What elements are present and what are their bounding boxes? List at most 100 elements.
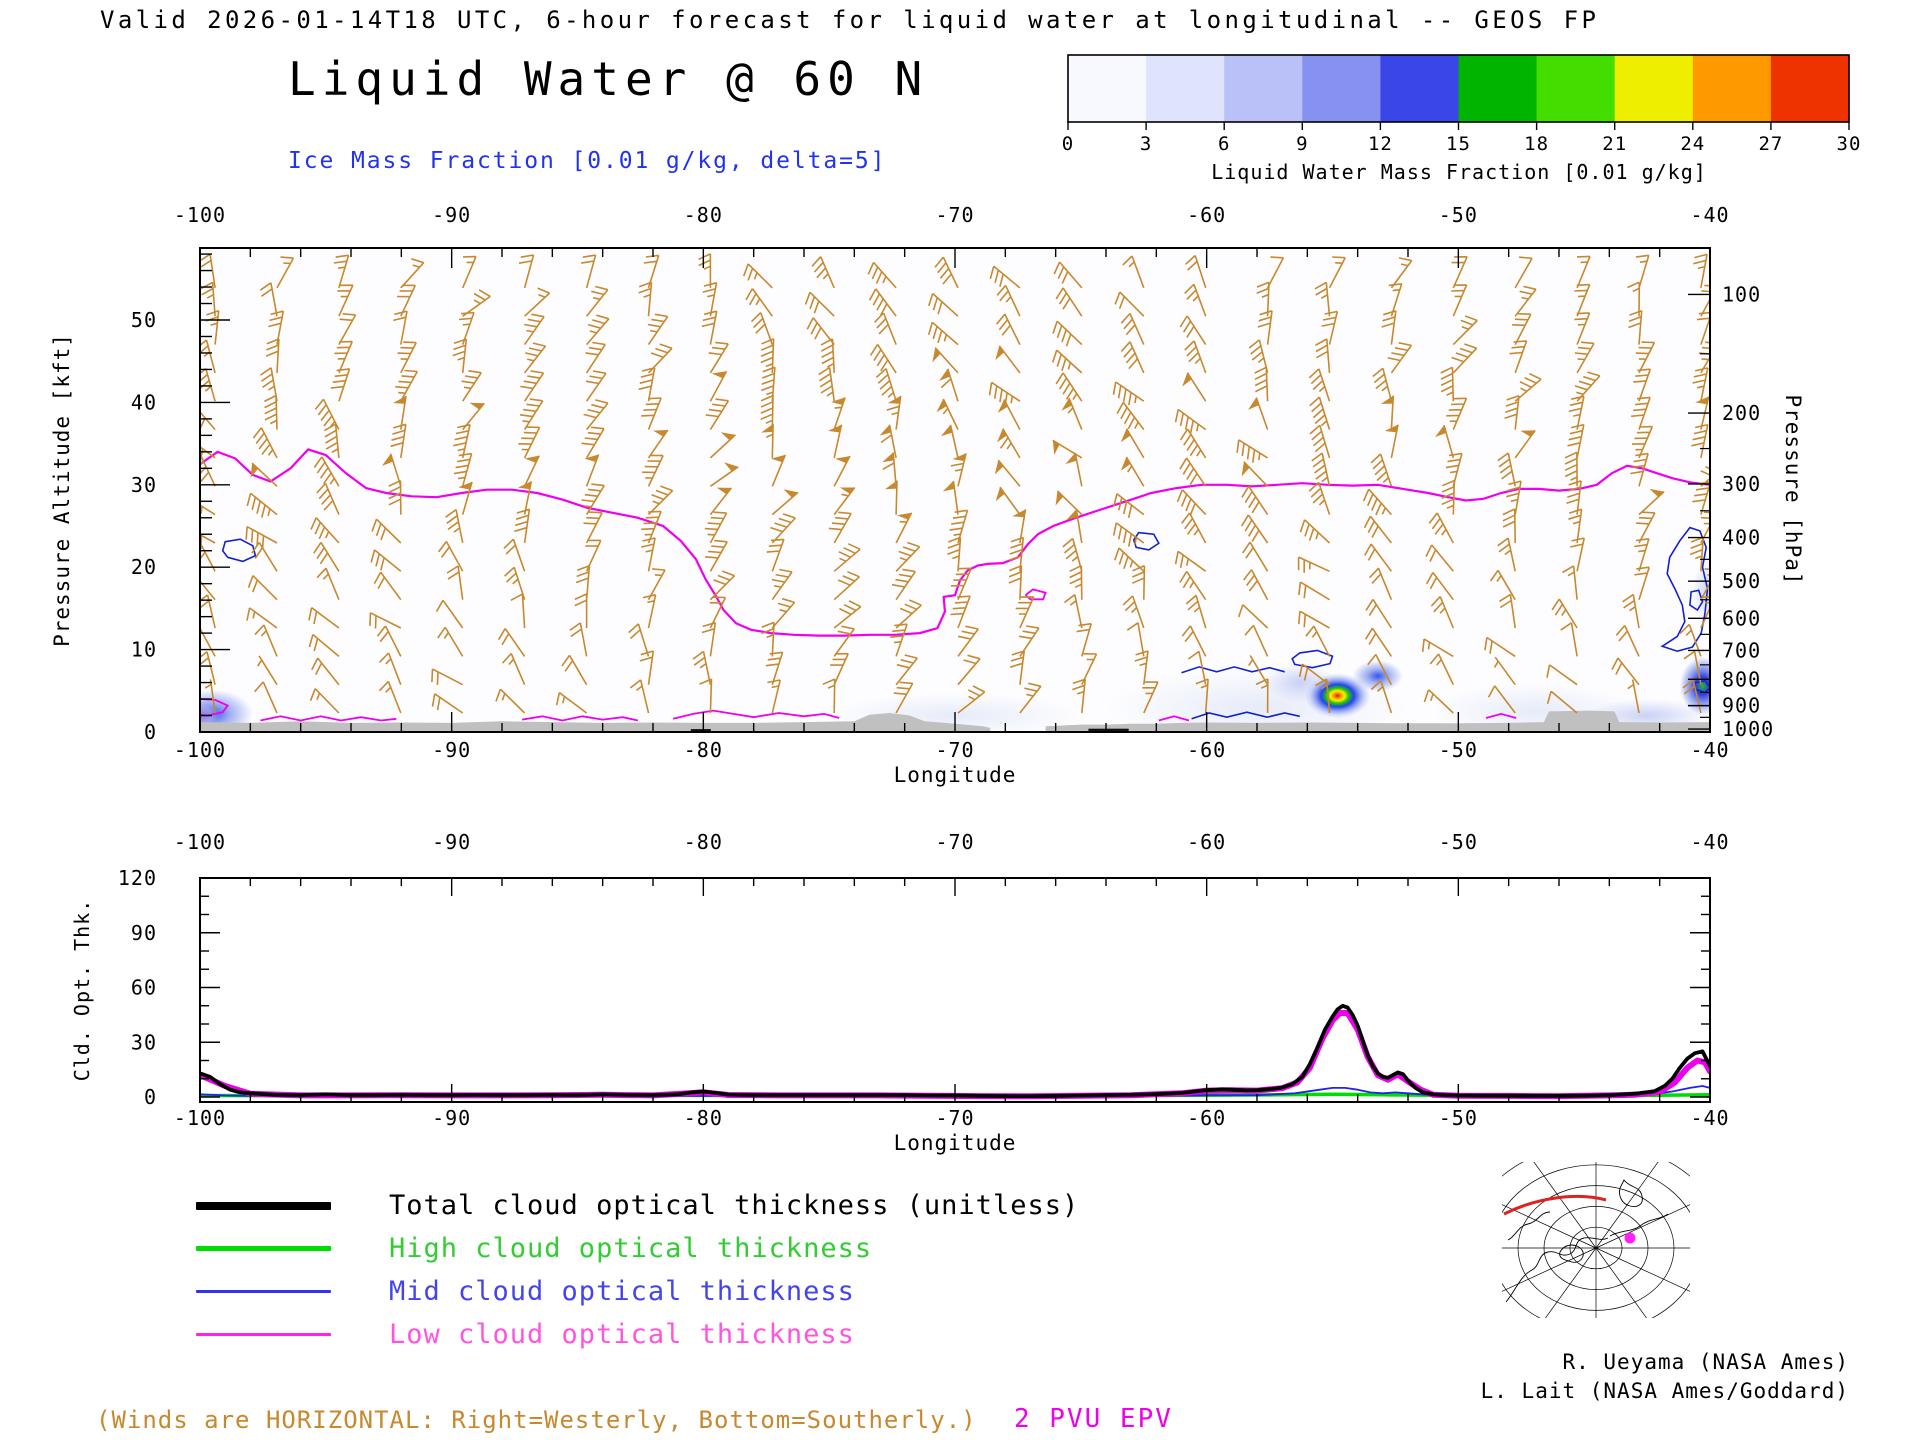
- credit-line-2: L. Lait (NASA Ames/Goddard): [1480, 1379, 1849, 1403]
- wind-barb: [1514, 285, 1537, 317]
- epv-minor-contour: [1485, 712, 1517, 719]
- wind-barb: [1560, 622, 1578, 657]
- wind-barb: [1174, 408, 1207, 434]
- wind-barb: [1185, 254, 1207, 289]
- wind-barb: [518, 426, 541, 459]
- wind-barb: [378, 680, 402, 714]
- wind-barb: [1120, 341, 1145, 374]
- wind-barb: [999, 486, 1021, 516]
- wind-barb-flag: [1241, 461, 1250, 477]
- wind-barb: [891, 568, 916, 601]
- wind-barb: [1008, 536, 1025, 572]
- wind-barb: [1430, 596, 1455, 629]
- wind-barb-flag: [1066, 509, 1078, 521]
- epv-minor-contour: [1158, 715, 1190, 722]
- legend-label: Low cloud optical thickness: [389, 1319, 855, 1350]
- wind-barb: [1081, 653, 1098, 686]
- wind-barb: [388, 479, 402, 515]
- wind-barb: [1638, 491, 1665, 516]
- wind-barb: [453, 452, 473, 487]
- wind-barb: [1446, 397, 1468, 430]
- wind-barb: [1254, 366, 1269, 402]
- wind-barb: [1256, 281, 1270, 317]
- wind-barb: [390, 423, 407, 459]
- wind-barb: [1142, 681, 1159, 714]
- colorbar-tick-label: 6: [1218, 133, 1230, 155]
- wind-barb: [895, 599, 922, 629]
- wind-barb: [895, 541, 921, 572]
- wind-barb: [742, 263, 773, 289]
- legend-label: Mid cloud optical thickness: [389, 1276, 855, 1307]
- wind-barb: [833, 625, 855, 657]
- cld-xaxis-title: Longitude: [893, 1131, 1017, 1155]
- wind-barb: [1055, 287, 1083, 317]
- wind-barb: [760, 338, 775, 373]
- ice-contour: [1132, 531, 1160, 551]
- kft-tick-label: 0: [144, 720, 157, 744]
- page-title: Liquid Water @ 60 N: [288, 52, 929, 106]
- colorbar-segment: [1224, 55, 1303, 122]
- wind-barb: [766, 538, 785, 572]
- colorbar-tick-label: 21: [1602, 133, 1627, 155]
- x-tick-label: -70: [935, 738, 974, 762]
- graticule-meridian: [1502, 1204, 1597, 1249]
- x-tick-label: -100: [174, 738, 226, 762]
- wind-barb: [337, 284, 354, 317]
- wind-barb: [1627, 679, 1640, 714]
- x-tick-label-top: -80: [684, 203, 723, 227]
- wind-barb: [561, 654, 588, 686]
- wind-barb: [1429, 653, 1455, 686]
- wind-barb: [254, 681, 278, 714]
- wind-barb: [257, 655, 278, 686]
- latitude-60n-line: [1503, 1194, 1607, 1216]
- wind-barb: [461, 370, 482, 402]
- wind-barb: [1112, 381, 1145, 406]
- wind-barb-flag: [1120, 457, 1131, 471]
- wind-barb: [1574, 371, 1601, 402]
- wind-barb: [1067, 397, 1083, 430]
- wind-barb: [330, 368, 351, 402]
- terrain-dark-bar: [690, 729, 711, 732]
- cld-tick-label: 60: [131, 976, 157, 1000]
- kft-tick-label: 20: [131, 555, 157, 579]
- wind-barb: [1298, 610, 1330, 629]
- wind-barb: [868, 288, 897, 317]
- wind-barb: [1181, 512, 1207, 544]
- wind-barb: [1015, 596, 1035, 629]
- ice-contour: [1660, 526, 1709, 653]
- wind-barb: [1257, 310, 1273, 345]
- wind-barb: [1308, 481, 1331, 515]
- wind-barb: [1185, 594, 1207, 629]
- cld-tick-label: 0: [144, 1085, 157, 1109]
- wind-barb: [585, 370, 607, 402]
- wind-barb: [745, 288, 773, 317]
- wind-barb: [893, 681, 914, 714]
- wind-barb: [200, 454, 216, 487]
- wind-barb-flag: [724, 462, 739, 472]
- wind-barb-flag: [995, 345, 1005, 361]
- wind-barb: [247, 575, 278, 601]
- colorbar-segment: [1302, 55, 1381, 122]
- wind-barb: [311, 657, 340, 686]
- x-tick-label: -40: [1690, 738, 1729, 762]
- wind-barb: [1179, 457, 1207, 487]
- wind-barb: [308, 633, 340, 658]
- wind-barb-flag: [1520, 430, 1536, 437]
- x-tick-label: -40: [1690, 1106, 1729, 1130]
- ice-contours: [221, 526, 1710, 720]
- wind-barb: [1243, 569, 1269, 601]
- legend-swatch: [196, 1290, 331, 1293]
- wind-barb: [1370, 453, 1393, 487]
- x-tick-label-top: -90: [432, 203, 471, 227]
- wind-barb-flag: [382, 453, 394, 466]
- wind-barb: [1441, 479, 1456, 515]
- wind-barb: [1248, 655, 1269, 686]
- hpa-tick-label: 200: [1722, 401, 1761, 425]
- epv-minor-contour: [672, 709, 840, 720]
- wind-barb: [1297, 556, 1330, 573]
- coastline: [1559, 1244, 1584, 1263]
- wind-barb: [709, 570, 736, 601]
- main-axes: -100 -100 -90 -90 -80 -80 -70 -70 -60 -60 -50 -50 -4…: [131, 203, 1773, 762]
- kft-tick-label: 40: [131, 390, 157, 414]
- wind-barb: [1566, 480, 1582, 515]
